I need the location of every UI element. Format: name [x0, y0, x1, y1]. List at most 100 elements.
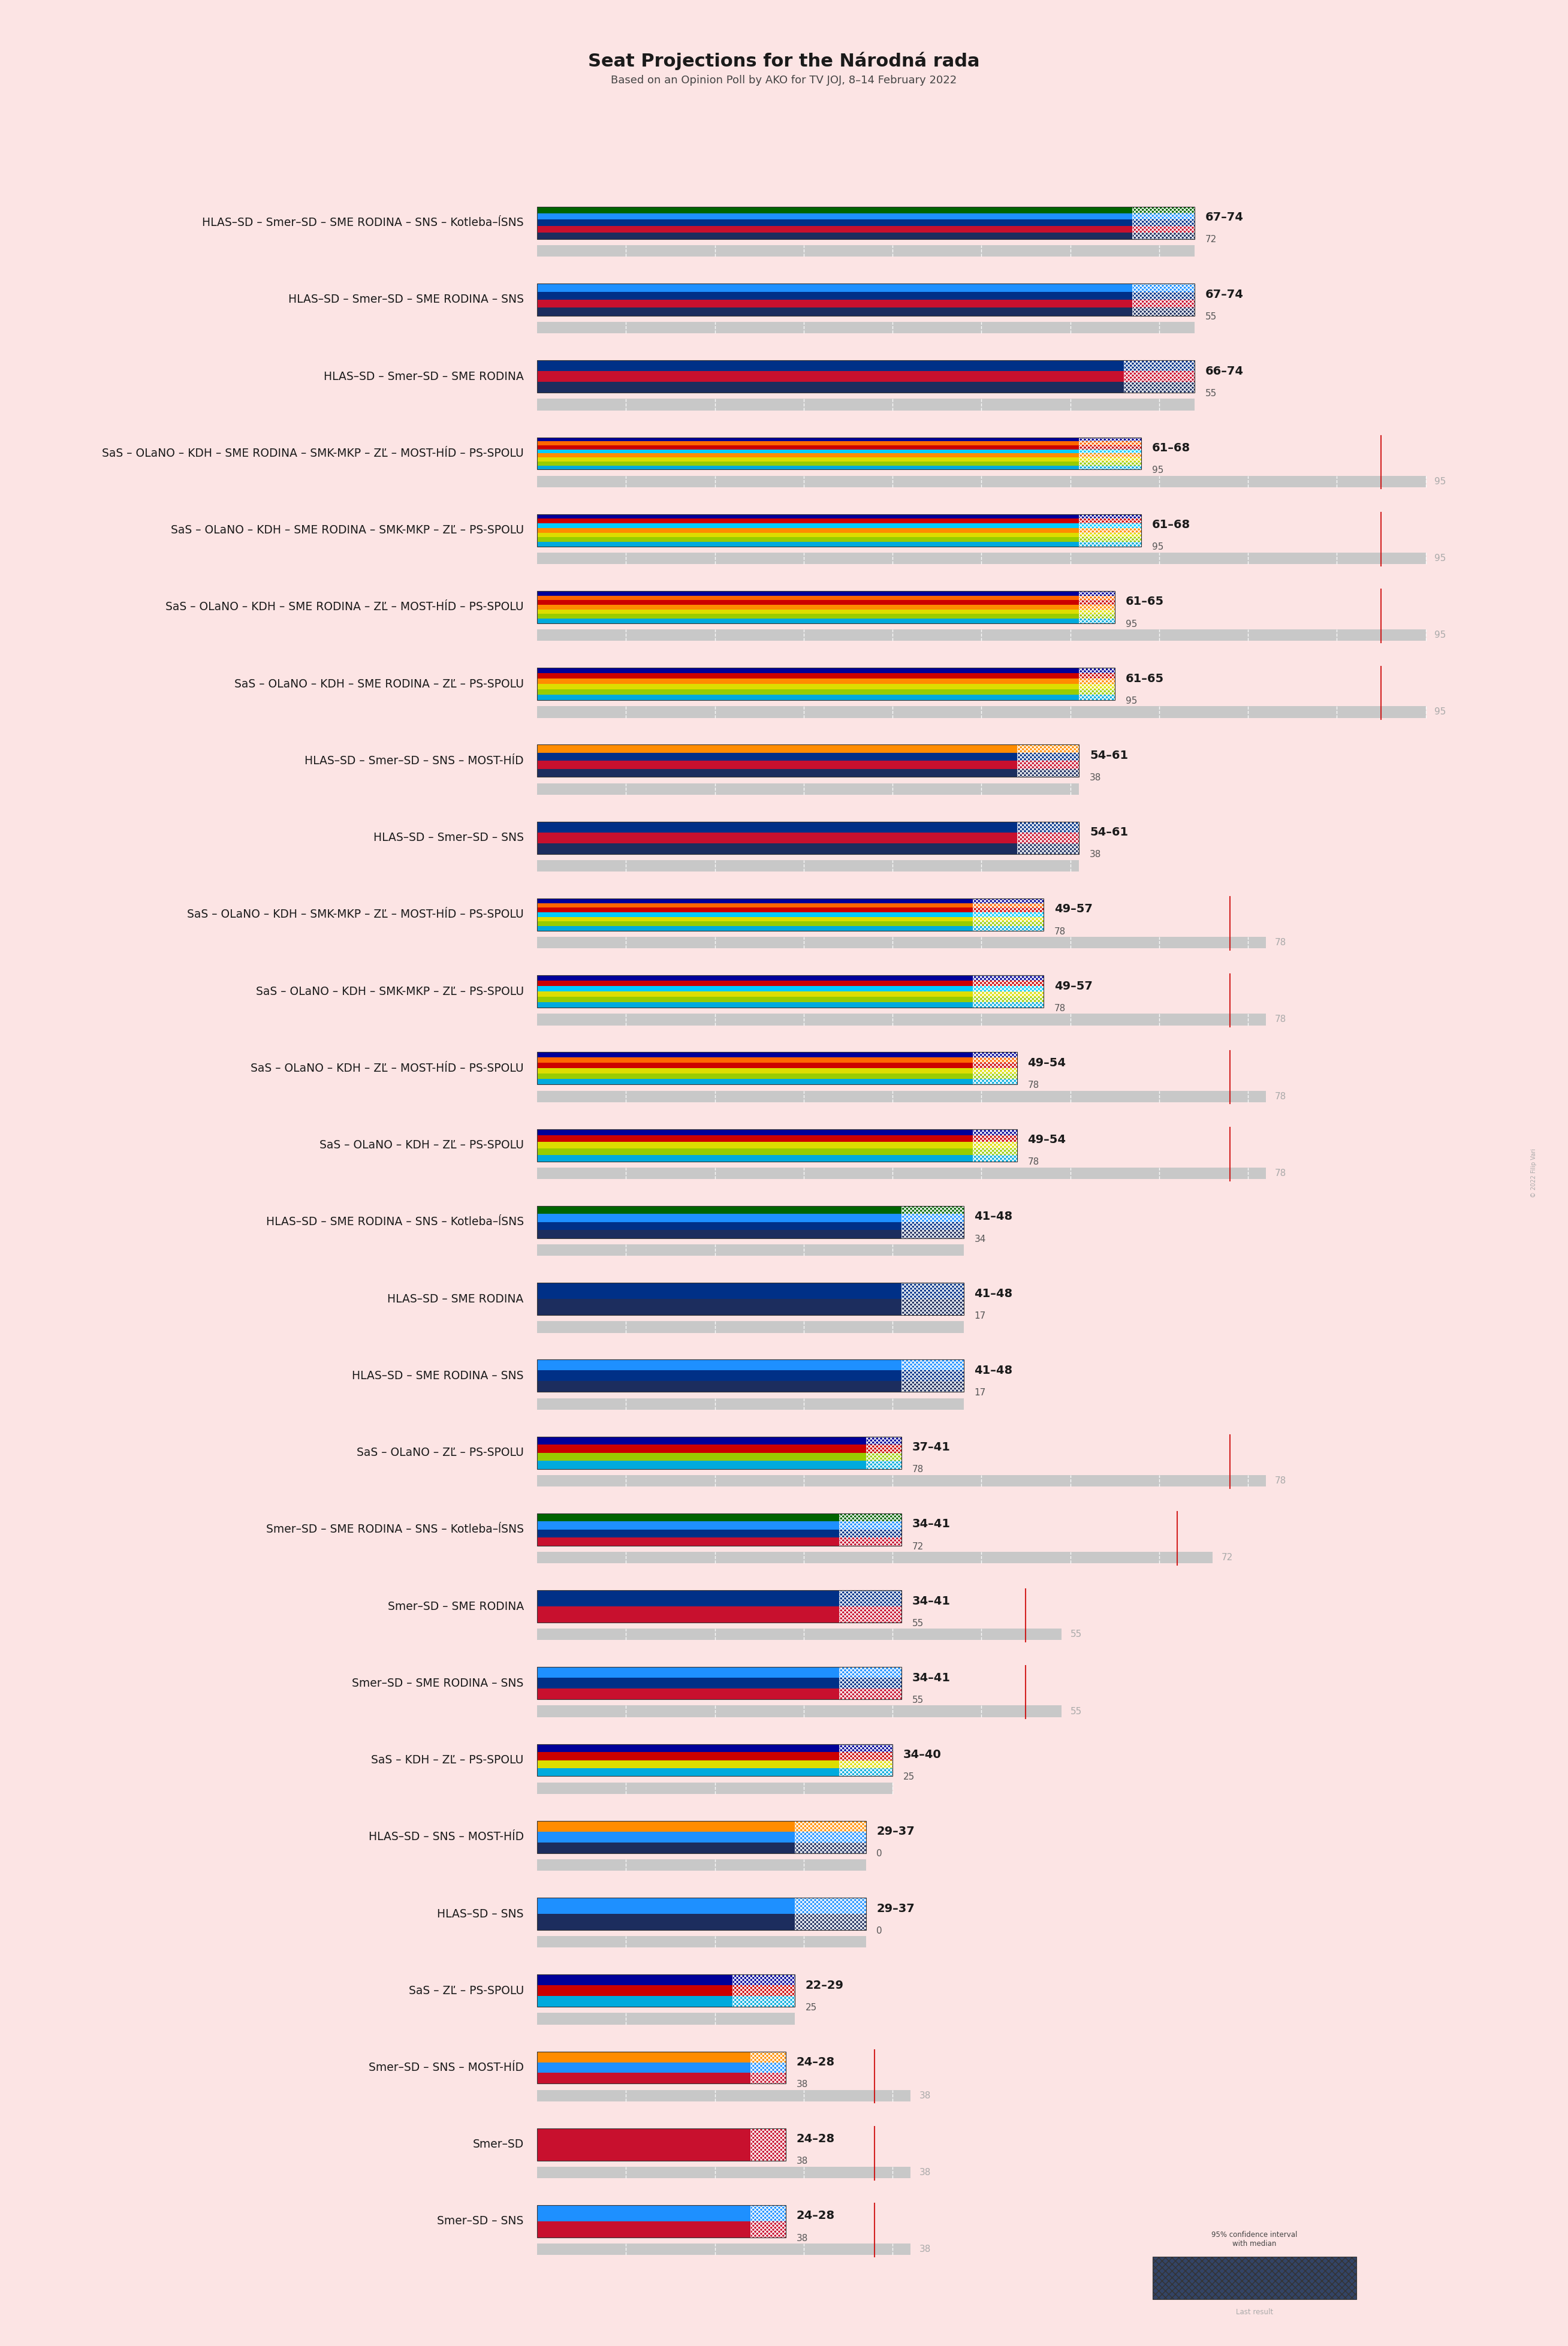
Bar — [538, 694, 1079, 699]
Text: HLAS–SD – SNS – MOST-HÍD: HLAS–SD – SNS – MOST-HÍD — [368, 1832, 524, 1842]
Bar — [538, 528, 1079, 533]
Text: 38: 38 — [797, 2233, 808, 2243]
Bar — [538, 453, 1079, 457]
Bar — [538, 514, 1079, 518]
Bar — [538, 1513, 902, 1546]
Text: © 2022 Filip Vari: © 2022 Filip Vari — [1530, 1150, 1537, 1196]
Text: 95: 95 — [1126, 619, 1137, 629]
Text: 61–68: 61–68 — [1152, 518, 1190, 530]
Bar — [538, 678, 1079, 685]
Bar — [839, 1689, 902, 1699]
Bar — [1124, 371, 1195, 382]
Text: 66–74: 66–74 — [1206, 366, 1243, 378]
Bar — [972, 899, 1044, 931]
Bar — [866, 1462, 902, 1469]
Text: 95: 95 — [1435, 631, 1446, 640]
Bar — [902, 1213, 964, 1222]
Text: HLAS–SD – SNS: HLAS–SD – SNS — [437, 1907, 524, 1919]
Text: HLAS–SD – Smer–SD – SME RODINA – SNS – Kotleba–ĺSNS: HLAS–SD – Smer–SD – SME RODINA – SNS – K… — [202, 218, 524, 228]
Bar — [1079, 457, 1142, 462]
Bar — [839, 1743, 892, 1752]
Text: 24–28: 24–28 — [797, 2210, 836, 2222]
Bar — [538, 2090, 911, 2102]
Bar — [732, 1975, 795, 2006]
Text: HLAS–SD – SME RODINA – SNS: HLAS–SD – SME RODINA – SNS — [353, 1370, 524, 1382]
Bar — [538, 1243, 964, 1255]
Bar — [839, 1677, 902, 1689]
Bar — [538, 213, 1132, 221]
Bar — [972, 1079, 1018, 1084]
Bar — [538, 1135, 972, 1143]
Text: SaS – OLaNO – KDH – ZĽ – PS-SPOLU: SaS – OLaNO – KDH – ZĽ – PS-SPOLU — [320, 1140, 524, 1152]
Bar — [538, 1053, 1018, 1084]
Text: SaS – OLaNO – KDH – SMK-MKP – ZĽ – MOST-HÍD – PS-SPOLU: SaS – OLaNO – KDH – SMK-MKP – ZĽ – MOST-… — [187, 908, 524, 920]
Text: Smer–SD – SNS – MOST-HÍD: Smer–SD – SNS – MOST-HÍD — [368, 2062, 524, 2074]
Bar — [538, 1975, 732, 1985]
Bar — [538, 1677, 839, 1689]
Bar — [538, 206, 1195, 239]
Bar — [538, 1128, 972, 1135]
Bar — [902, 1382, 964, 1391]
Bar — [538, 913, 972, 917]
Bar — [902, 1206, 964, 1213]
Bar — [1132, 206, 1195, 213]
Text: 34–40: 34–40 — [903, 1750, 941, 1759]
Bar — [538, 899, 972, 903]
Bar — [538, 1206, 964, 1239]
Text: Smer–SD – SME RODINA – SNS: Smer–SD – SME RODINA – SNS — [353, 1677, 524, 1689]
Text: 25: 25 — [903, 1774, 914, 1781]
Bar — [1079, 596, 1115, 601]
Bar — [538, 1462, 866, 1469]
Bar — [1079, 462, 1142, 465]
Bar — [1079, 518, 1142, 523]
Bar — [902, 1370, 964, 1382]
Text: 38: 38 — [919, 2168, 931, 2177]
Text: SaS – KDH – ZĽ – PS-SPOLU: SaS – KDH – ZĽ – PS-SPOLU — [372, 1755, 524, 1767]
Bar — [538, 1743, 892, 1776]
Bar — [538, 821, 1018, 833]
Bar — [1079, 533, 1142, 537]
Bar — [902, 1361, 964, 1391]
Text: Seat Projections for the Národná rada: Seat Projections for the Národná rada — [588, 52, 980, 70]
Text: 95: 95 — [1435, 708, 1446, 716]
Text: 95: 95 — [1152, 467, 1163, 474]
Bar — [538, 1436, 866, 1445]
Bar — [866, 1436, 902, 1445]
Text: SaS – OLaNO – KDH – ZĽ – MOST-HÍD – PS-SPOLU: SaS – OLaNO – KDH – ZĽ – MOST-HÍD – PS-S… — [251, 1063, 524, 1074]
Bar — [839, 1591, 902, 1607]
Bar — [972, 1063, 1018, 1067]
Bar — [732, 1996, 795, 2006]
Bar — [972, 913, 1044, 917]
Bar — [839, 1513, 902, 1546]
Text: 95: 95 — [1152, 542, 1163, 551]
Bar — [538, 1229, 902, 1239]
Bar — [1079, 690, 1115, 694]
Bar — [538, 610, 1079, 615]
Bar — [1079, 537, 1142, 542]
Bar — [1132, 291, 1195, 300]
Bar — [538, 554, 1425, 563]
Bar — [538, 669, 1079, 673]
Bar — [538, 307, 1132, 317]
Bar — [538, 2205, 786, 2238]
Bar — [1132, 232, 1195, 239]
Bar — [538, 1063, 972, 1067]
Text: 95% confidence interval
with median: 95% confidence interval with median — [1212, 2231, 1297, 2247]
Bar — [1079, 694, 1115, 699]
Bar — [972, 903, 1044, 908]
Bar — [538, 784, 1079, 795]
Bar — [538, 669, 1115, 699]
Bar — [1132, 284, 1195, 317]
Bar — [538, 441, 1079, 446]
Bar — [538, 1154, 972, 1161]
Bar — [866, 1436, 902, 1469]
Text: 49–57: 49–57 — [1054, 981, 1093, 992]
Bar — [538, 629, 1425, 640]
Text: 34: 34 — [974, 1234, 986, 1243]
Bar — [839, 1513, 902, 1523]
Bar — [538, 1283, 964, 1316]
Text: SaS – OLaNO – KDH – SMK-MKP – ZĽ – PS-SPOLU: SaS – OLaNO – KDH – SMK-MKP – ZĽ – PS-SP… — [256, 985, 524, 997]
Bar — [538, 753, 1018, 760]
Text: 17: 17 — [974, 1389, 986, 1398]
Bar — [538, 1769, 839, 1776]
